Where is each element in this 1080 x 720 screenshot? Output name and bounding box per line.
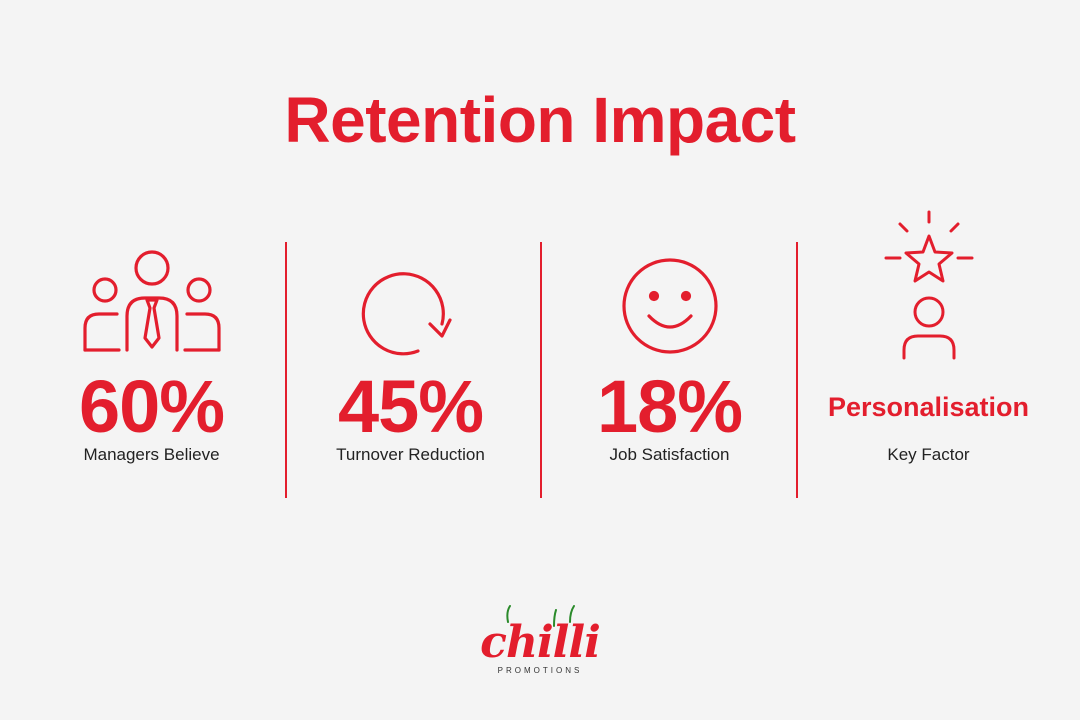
smiley-face-icon <box>590 240 750 358</box>
person-star-icon <box>849 210 1009 360</box>
stat-label: Managers Believe <box>83 445 220 464</box>
stat-turnover: 45% Turnover Reduction <box>281 240 540 500</box>
logo-wordmark: chilli <box>480 617 601 668</box>
stat-value: Personalisation <box>827 392 1030 422</box>
stat-value: 60% <box>78 365 225 448</box>
stat-label: Job Satisfaction <box>609 445 730 464</box>
logo-subtitle: PROMOTIONS <box>497 666 583 675</box>
stat-value: 18% <box>596 365 743 448</box>
brand-logo: chilli PROMOTIONS <box>470 604 610 680</box>
stats-row: 60% Managers Believe 45% Turnover Reduct… <box>22 210 1058 500</box>
team-with-tie-icon <box>72 240 232 358</box>
divider <box>540 242 542 498</box>
chilli-stems-icon <box>506 605 575 627</box>
divider <box>285 242 287 498</box>
divider <box>796 242 798 498</box>
stat-managers: 60% Managers Believe <box>22 240 281 500</box>
stat-personalisation: Personalisation Key Factor <box>799 210 1058 500</box>
stat-value: 45% <box>337 365 484 448</box>
stat-label: Key Factor <box>887 445 970 464</box>
stat-label: Turnover Reduction <box>336 445 485 464</box>
stat-satisfaction: 18% Job Satisfaction <box>540 240 799 500</box>
circular-arrow-icon <box>331 240 491 358</box>
page-title: Retention Impact <box>284 84 796 156</box>
